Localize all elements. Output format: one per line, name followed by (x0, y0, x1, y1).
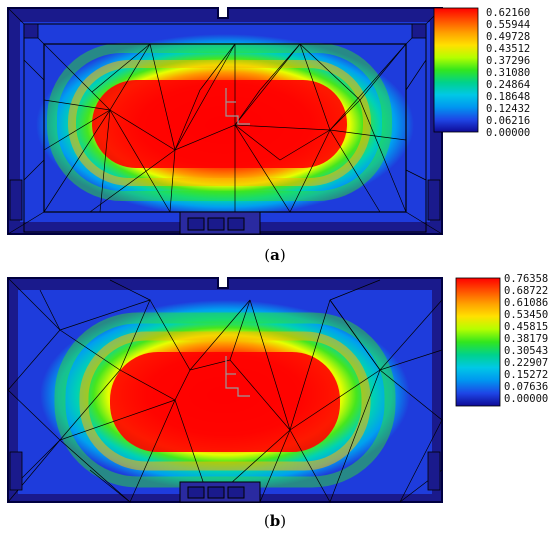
colorbar-tick: 0.18648 (486, 91, 530, 103)
panel-a-caption: (a) (0, 246, 550, 264)
colorbar-tick: 0.68722 (504, 285, 548, 297)
colorbar-tick: 0.15272 (504, 369, 548, 381)
colorbar-tick: 0.12432 (486, 103, 530, 115)
caption-close: ) (280, 512, 287, 530)
colorbar-tick: 0.76358 (504, 273, 548, 285)
caption-letter: b (269, 512, 281, 530)
colorbar-tick: 0.38179 (504, 333, 548, 345)
panel-b-caption: (b) (0, 512, 550, 530)
corner-details (9, 451, 441, 491)
colorbar-tick: 0.61086 (504, 297, 548, 309)
colorbar-tick: 0.24864 (486, 79, 530, 91)
colorbar-tick: 0.53450 (504, 309, 548, 321)
colorbar-tick: 0.49728 (486, 31, 530, 43)
colorbar-tick: 0.62160 (486, 7, 530, 19)
mesh-triangulation (7, 7, 443, 235)
field-core (110, 352, 340, 452)
panel-a-figure: 0.62160 0.55944 0.49728 0.43512 0.37296 … (7, 7, 530, 235)
colorbar-a-ticks: 0.62160 0.55944 0.49728 0.43512 0.37296 … (486, 7, 530, 139)
colorbar-b (455, 277, 501, 407)
field-core (92, 80, 347, 168)
caption-open: ( (264, 246, 271, 264)
mesh-triangulation (7, 277, 443, 503)
colorbar-tick: 0.45815 (504, 321, 548, 333)
column-marker (225, 88, 250, 125)
field-ring-1 (79, 331, 371, 471)
colorbar-tick: 0.07636 (504, 381, 548, 393)
colorbar-tick: 0.00000 (504, 393, 548, 405)
colorbar-tick: 0.37296 (486, 55, 530, 67)
bottom-opening-detail (179, 481, 261, 503)
colorbar-tick: 0.31080 (486, 67, 530, 79)
caption-close: ) (279, 246, 286, 264)
colorbar-tick: 0.43512 (486, 43, 530, 55)
colorbar-tick: 0.06216 (486, 115, 530, 127)
colorbar-tick: 0.30543 (504, 345, 548, 357)
bottom-opening-detail (179, 211, 261, 235)
colorbar-tick: 0.22907 (504, 357, 548, 369)
caption-letter: a (270, 246, 280, 264)
corner-details (9, 23, 441, 221)
field-ring-2 (47, 43, 392, 201)
colorbar-tick: 0.00000 (486, 127, 530, 139)
colorbar-b-ticks: 0.76358 0.68722 0.61086 0.53450 0.45815 … (504, 273, 548, 405)
panel-b-figure: 0.76358 0.68722 0.61086 0.53450 0.45815 … (7, 273, 548, 503)
column-marker (225, 356, 250, 397)
caption-open: ( (263, 512, 270, 530)
colorbar-a (433, 7, 479, 133)
colorbar-tick: 0.55944 (486, 19, 530, 31)
